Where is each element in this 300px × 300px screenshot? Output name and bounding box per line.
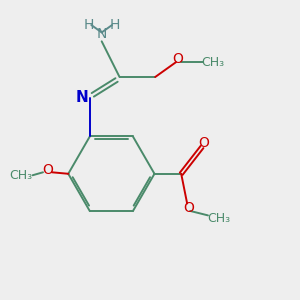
Text: O: O [198,136,209,150]
Text: N: N [76,90,89,105]
Text: H: H [83,18,94,32]
Text: CH₃: CH₃ [207,212,230,225]
Text: O: O [42,163,53,177]
Text: O: O [183,201,194,215]
Text: H: H [110,18,120,32]
Text: O: O [172,52,183,66]
Text: CH₃: CH₃ [202,56,225,69]
Text: CH₃: CH₃ [9,169,32,182]
Text: N: N [97,27,107,41]
